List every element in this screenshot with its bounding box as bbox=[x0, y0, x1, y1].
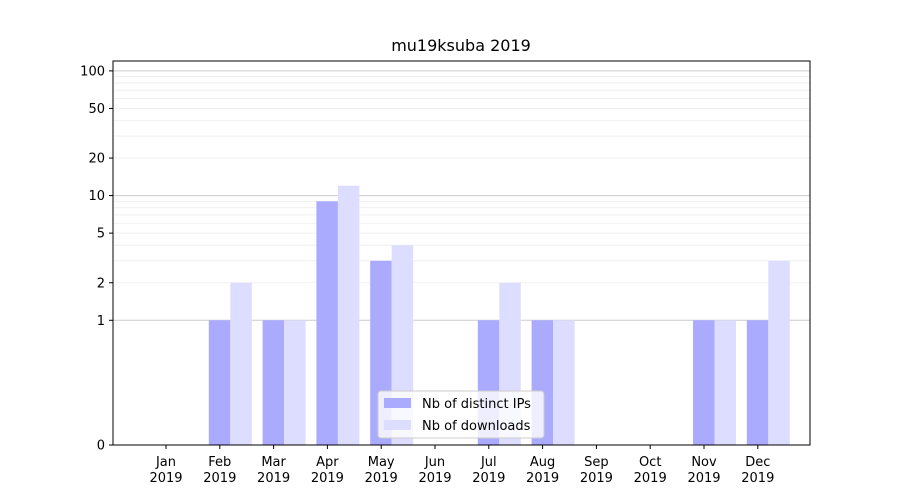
x-tick-label-month: Dec bbox=[745, 455, 770, 470]
x-tick-label-year: 2019 bbox=[311, 471, 344, 486]
y-tick-label: 0 bbox=[97, 439, 105, 454]
x-tick-label-year: 2019 bbox=[687, 471, 720, 486]
bar-downloads bbox=[553, 320, 575, 445]
bar-distinct-ips bbox=[208, 320, 231, 445]
bar-downloads bbox=[337, 185, 360, 445]
x-tick-label-year: 2019 bbox=[257, 471, 290, 486]
x-tick-label-month: Feb bbox=[208, 455, 231, 470]
x-tick-label-year: 2019 bbox=[526, 471, 559, 486]
legend-swatch-downloads bbox=[384, 420, 411, 430]
x-tick-label-month: Jul bbox=[480, 455, 497, 470]
plot-frame bbox=[112, 60, 811, 446]
bar-distinct-ips bbox=[262, 320, 285, 445]
x-tick-label-month: Jun bbox=[424, 455, 445, 470]
bar-downloads bbox=[768, 260, 790, 445]
x-tick-label-year: 2019 bbox=[365, 471, 398, 486]
bars bbox=[208, 185, 790, 445]
y-tick-label: 2 bbox=[97, 276, 105, 291]
x-tick-label-month: Mar bbox=[261, 455, 286, 470]
legend-box bbox=[377, 390, 545, 439]
x-tick-label-year: 2019 bbox=[418, 471, 451, 486]
x-tick-label-year: 2019 bbox=[472, 471, 505, 486]
x-tick-label-month: Jan bbox=[155, 455, 176, 470]
bar-distinct-ips bbox=[746, 320, 769, 445]
x-tick-label-month: Oct bbox=[639, 455, 661, 470]
legend-label-distinct-ips: Nb of distinct IPs bbox=[422, 397, 531, 412]
x-tick-label-month: Nov bbox=[691, 455, 717, 470]
x-tick-label-month: May bbox=[368, 455, 395, 470]
legend-label-downloads: Nb of downloads bbox=[422, 419, 531, 434]
y-tick-label: 1 bbox=[97, 314, 105, 329]
x-axis: Jan2019Feb2019Mar2019Apr2019May2019Jun20… bbox=[149, 445, 774, 486]
grid-lines bbox=[113, 70, 810, 321]
x-tick-label-month: Apr bbox=[316, 455, 339, 470]
x-tick-label-month: Sep bbox=[584, 455, 609, 470]
x-tick-label-year: 2019 bbox=[149, 471, 182, 486]
bar-distinct-ips bbox=[693, 320, 715, 445]
x-tick-label-year: 2019 bbox=[580, 471, 613, 486]
y-tick-label: 50 bbox=[88, 102, 105, 117]
x-tick-label-month: Aug bbox=[530, 455, 555, 470]
x-tick-label-year: 2019 bbox=[741, 471, 774, 486]
x-tick-label-year: 2019 bbox=[203, 471, 236, 486]
bar-downloads bbox=[714, 320, 736, 445]
chart-title: mu19ksuba 2019 bbox=[391, 36, 531, 55]
bar-downloads bbox=[284, 320, 306, 445]
bar-distinct-ips bbox=[316, 201, 338, 445]
y-tick-label: 100 bbox=[80, 64, 105, 79]
legend: Nb of distinct IPs Nb of downloads bbox=[377, 390, 545, 439]
y-tick-label: 10 bbox=[88, 189, 105, 204]
bar-downloads bbox=[230, 282, 252, 445]
y-tick-label: 5 bbox=[97, 227, 105, 242]
y-axis: 0 1 2 5 10 20 50 100 bbox=[80, 64, 113, 454]
legend-swatch-distinct-ips bbox=[384, 398, 411, 408]
x-tick-label-year: 2019 bbox=[634, 471, 667, 486]
y-tick-label: 20 bbox=[88, 152, 105, 167]
